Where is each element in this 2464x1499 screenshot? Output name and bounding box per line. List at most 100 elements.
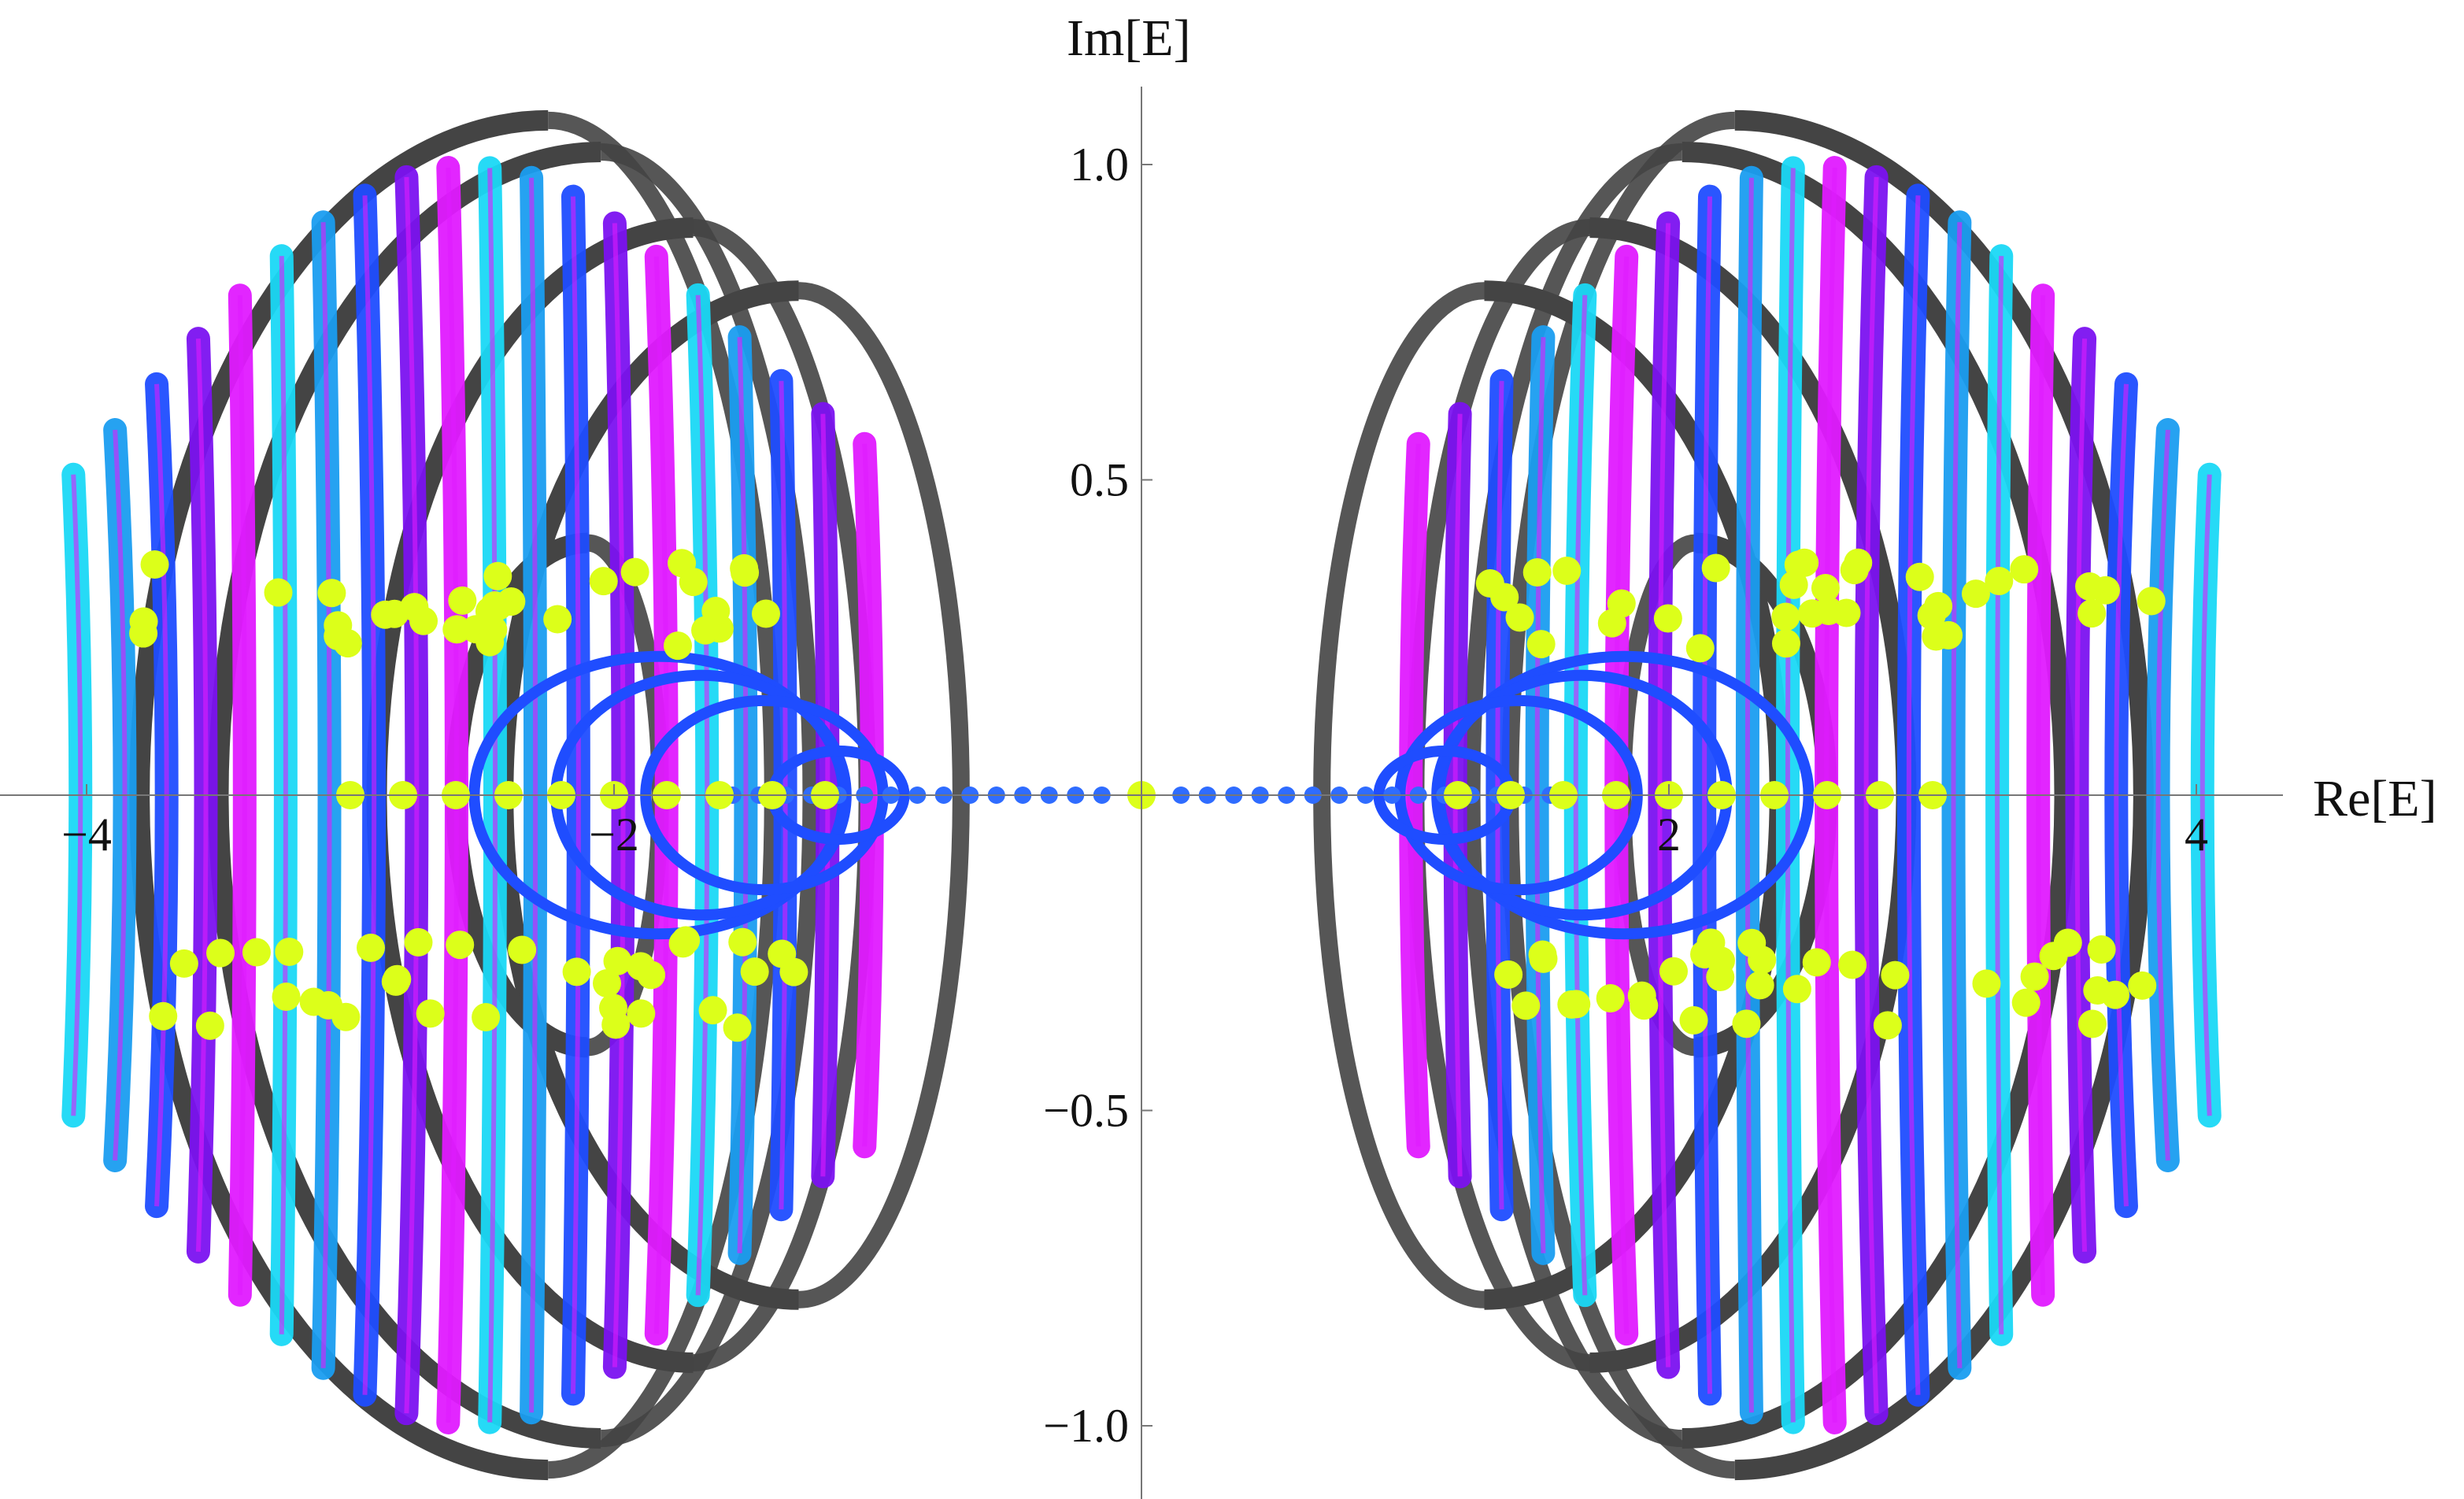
x-tick-label-2: 2 [1657, 809, 1681, 861]
yellow-cluster-point-lu10 [664, 631, 693, 661]
yellow-cluster-point-ru6 [1522, 557, 1552, 587]
yellow-cluster-point-lu5 [589, 567, 618, 596]
yellow-cluster-point-ru10 [1771, 602, 1800, 631]
yellow-cluster-point-ld17 [169, 949, 198, 978]
yellow-cluster-point-ld25 [206, 938, 235, 968]
yellow-cluster-point-rd33 [2011, 988, 2040, 1017]
yellow-cluster-point-rd13 [1511, 991, 1541, 1020]
yellow-cluster-point-rd17 [1737, 928, 1767, 957]
yellow-cluster-point-rd32 [2101, 980, 2130, 1009]
yellow-cluster-point-lu32 [483, 561, 512, 590]
yellow-cluster-point-ld6 [404, 927, 433, 957]
yellow-cluster-point-ru5 [1653, 604, 1682, 633]
yellow-cluster-point-ld5 [272, 983, 301, 1012]
yellow-cluster-point-ru33 [1685, 634, 1715, 663]
yellow-cluster-point-rd5 [1881, 960, 1910, 990]
yellow-cluster-point-rd4 [1679, 1006, 1708, 1035]
points-layer [129, 548, 2166, 1042]
yellow-cluster-point-lu18 [409, 606, 438, 635]
yellow-cluster-point-lu20 [543, 605, 572, 634]
yellow-cluster-point-lu21 [730, 553, 759, 583]
yellow-cluster-point-rd22 [1972, 969, 2001, 998]
yellow-cluster-point-ru4 [1961, 579, 1990, 609]
x-tick-label-3: 4 [2185, 809, 2208, 861]
yellow-cluster-point-rd20 [1838, 950, 1867, 979]
ticks-layer: −4 −2 2 4 1.0 0.5 −0.5 −1.0 [61, 139, 2208, 1452]
yellow-cluster-point-ru9 [1490, 583, 1519, 612]
yellow-cluster-point-lu33 [475, 597, 504, 626]
yellow-cluster-point-ru21 [1905, 562, 1934, 591]
yellow-cluster-point-ru28 [1505, 603, 1534, 632]
yellow-cluster-point-lu15 [324, 611, 353, 640]
yellow-cluster-point-ru23 [2137, 587, 2166, 616]
yellow-cluster-point-rd11 [1745, 971, 1774, 1000]
yellow-cluster-point-ru7 [1526, 630, 1556, 659]
y-axis-label: Im[E] [1067, 9, 1191, 67]
yellow-cluster-point-ru18 [1811, 573, 1840, 602]
yellow-cluster-point-rd26 [2020, 962, 2049, 991]
yellow-cluster-point-ld19 [299, 987, 328, 1016]
yellow-cluster-point-ld30 [242, 938, 271, 967]
yellow-cluster-point-ru26 [1814, 596, 1843, 625]
yellow-cluster-point-lu11 [140, 550, 169, 579]
yellow-cluster-point-rd24 [2077, 1009, 2107, 1038]
yellow-cluster-point-rd28 [1562, 990, 1591, 1019]
yellow-cluster-point-ld13 [723, 1013, 752, 1042]
yellow-cluster-point-rd23 [1627, 981, 1656, 1010]
yellow-cluster-point-lu30 [129, 607, 158, 636]
yellow-cluster-point-ld33 [508, 935, 537, 964]
yellow-cluster-point-rd0 [2128, 971, 2157, 1000]
yellow-cluster-point-lu22 [620, 557, 649, 587]
y-tick-label-1: 0.5 [1070, 454, 1129, 506]
yellow-cluster-point-lu29 [317, 579, 346, 608]
yellow-cluster-point-lu26 [691, 616, 720, 645]
yellow-cluster-point-ld20 [331, 1002, 361, 1031]
axes-layer [0, 87, 2283, 1499]
yellow-cluster-point-ld3 [195, 1011, 224, 1040]
y-tick-label-0: 1.0 [1070, 139, 1129, 191]
yellow-cluster-point-ld18 [768, 939, 797, 968]
yellow-cluster-point-ld21 [627, 999, 656, 1028]
yellow-cluster-point-rd2 [1596, 983, 1625, 1012]
yellow-cluster-point-ru3 [1701, 553, 1730, 583]
yellow-cluster-point-lu19 [679, 568, 708, 597]
yellow-cluster-point-ld16 [698, 996, 727, 1025]
yellow-cluster-point-ru19 [2010, 555, 2039, 584]
y-tick-label-2: −0.5 [1043, 1085, 1129, 1137]
yellow-cluster-point-ru22 [1771, 629, 1800, 658]
yellow-cluster-point-ru20 [1844, 548, 1873, 577]
yellow-cluster-point-rd19 [2053, 928, 2082, 957]
x-tick-label-0: −4 [61, 809, 112, 861]
yellow-cluster-point-ld27 [592, 968, 621, 997]
yellow-cluster-point-lu27 [475, 627, 505, 657]
yellow-cluster-point-ld29 [626, 952, 655, 981]
yellow-cluster-point-rd10 [1802, 948, 1831, 977]
yellow-cluster-point-rd30 [1659, 957, 1688, 986]
yellow-cluster-point-ld23 [728, 927, 757, 957]
x-tick-label-1: −2 [589, 809, 639, 861]
yellow-cluster-point-rd15 [2087, 935, 2116, 964]
yellow-cluster-point-lu25 [264, 578, 293, 607]
yellow-cluster-point-rd31 [1690, 940, 1719, 969]
yellow-cluster-point-lu28 [751, 599, 780, 628]
yellow-cluster-point-rd14 [1782, 975, 1811, 1004]
yellow-cluster-point-ru27 [2075, 572, 2104, 601]
yellow-cluster-point-lu24 [371, 600, 400, 629]
yellow-cluster-point-ru32 [1607, 589, 1636, 618]
yellow-cluster-point-ru29 [1790, 548, 1819, 577]
yellow-cluster-point-ld26 [446, 931, 475, 960]
yellow-cluster-point-rd1 [1494, 960, 1523, 989]
yellow-cluster-point-rd27 [1529, 944, 1558, 973]
yellow-cluster-point-ld7 [562, 957, 591, 986]
yellow-cluster-point-ld15 [381, 967, 410, 996]
yellow-cluster-point-rd29 [1873, 1011, 1902, 1040]
yellow-cluster-point-rd25 [1732, 1009, 1761, 1038]
y-tick-label-3: −1.0 [1043, 1400, 1129, 1452]
yellow-cluster-point-ld0 [603, 946, 632, 975]
yellow-cluster-point-ld1 [275, 938, 304, 967]
yellow-cluster-point-ru13 [1552, 556, 1582, 585]
yellow-cluster-point-ld4 [149, 1001, 178, 1031]
yellow-cluster-point-ld31 [671, 926, 701, 955]
yellow-cluster-point-ld28 [740, 957, 769, 986]
